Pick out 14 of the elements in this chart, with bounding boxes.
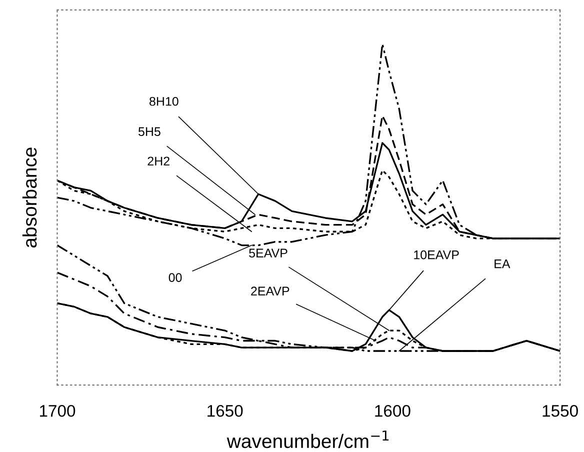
x-tick-label: 1600 [375, 404, 410, 417]
annotation: 10EAVP [414, 250, 459, 260]
annotation: 2H2 [148, 156, 170, 166]
x-tick-label: 1550 [542, 404, 578, 417]
annotation: 8H10 [150, 96, 178, 106]
annotation: 5EAVP [249, 248, 288, 258]
annotation: 00 [168, 273, 182, 282]
x-tick-label: 1700 [40, 404, 76, 417]
annotation: EA [494, 260, 510, 268]
x-axis-title: wavenumber/cm$^{−1}$ [226, 430, 389, 448]
x-tick-label: 1650 [208, 404, 243, 417]
annotation: 2EAVP [251, 286, 290, 296]
annotation: 5H5 [138, 127, 160, 136]
y-axis-title: absorbance [22, 148, 37, 248]
